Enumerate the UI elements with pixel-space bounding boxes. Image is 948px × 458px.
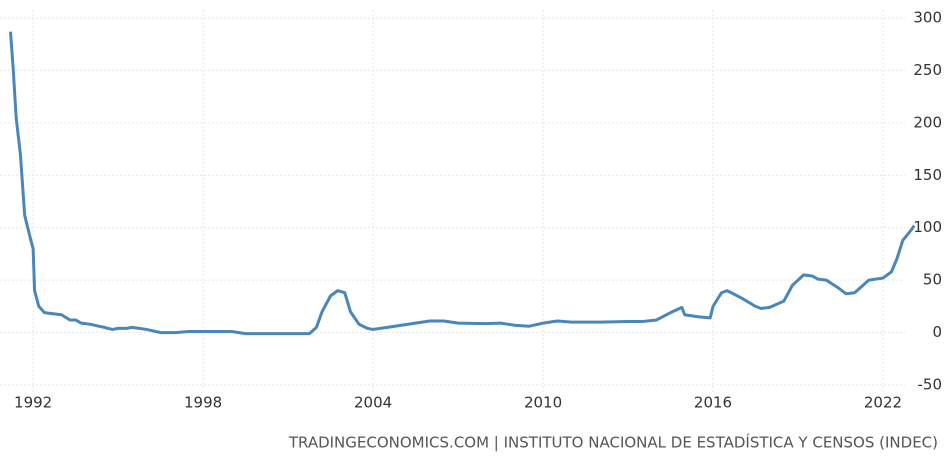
y-tick-label: 250 <box>913 61 942 79</box>
y-tick-label: 150 <box>913 166 942 184</box>
source: TRADINGECONOMICS.COM | INSTITUTO NACIONA… <box>288 433 938 452</box>
x-tick-label: 2004 <box>354 394 392 412</box>
y-tick-label: 50 <box>923 271 942 289</box>
y-tick-label: -50 <box>918 376 943 394</box>
y-tick-label: 0 <box>932 323 942 341</box>
x-tick-label: 1992 <box>14 394 52 412</box>
y-tick-label: 300 <box>913 9 942 27</box>
x-tick-label: 2022 <box>864 394 902 412</box>
x-tick-label: 2016 <box>694 394 732 412</box>
y-tick-label: 100 <box>913 218 942 236</box>
y-tick-label: 200 <box>913 113 942 131</box>
x-tick-label: 1998 <box>184 394 222 412</box>
data-line <box>8 31 916 336</box>
x-tick-label: 2010 <box>524 394 562 412</box>
